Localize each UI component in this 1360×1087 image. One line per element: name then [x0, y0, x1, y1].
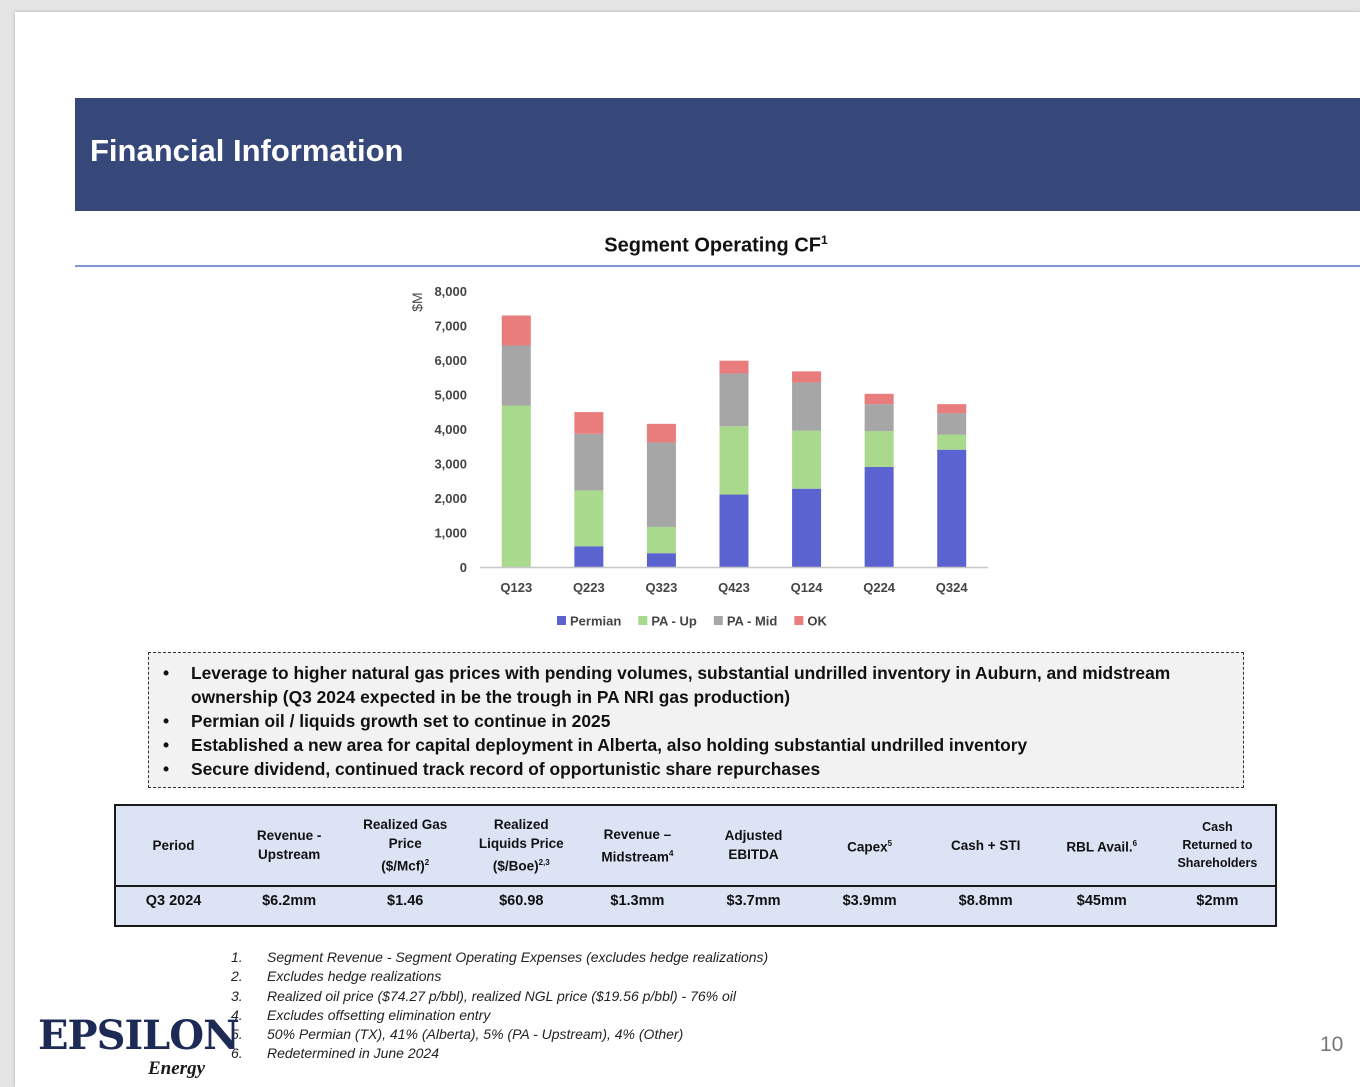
y-tick-label: 4,000: [434, 422, 467, 437]
footnote-item: 3. Realized oil price ($74.27 p/bbl), rea…: [231, 987, 736, 1004]
header-revenue-upstream: Revenue - Upstream: [231, 805, 348, 887]
y-axis-label: $M: [409, 292, 425, 311]
bar-permian: [574, 546, 604, 567]
bar-pa-up: [864, 431, 894, 467]
segment-cf-chart: 0 1,000 2,000 3,000 4,000 5,000 6,000 7,000 8,00…: [409, 284, 988, 629]
title-divider: [75, 265, 1360, 267]
highlight-item: Leverage to higher natural gas prices wi…: [163, 661, 1223, 709]
y-tick-label: 2,000: [434, 491, 467, 506]
header-capex: Capex5: [811, 805, 928, 887]
bar-ok: [646, 423, 676, 443]
bar-pa-up: [574, 490, 604, 547]
header-cash-returned: Cash Returned to Shareholders: [1159, 805, 1276, 887]
bar-pa-mid: [574, 433, 604, 491]
x-tick-label: Q124: [791, 580, 824, 595]
chart-title: Segment Operating CF1: [0, 233, 1360, 258]
bar-pa-up: [501, 405, 531, 567]
bar-ok: [792, 371, 822, 383]
bar-pa-mid: [719, 373, 749, 427]
bar-ok: [574, 412, 604, 434]
legend-swatch: [557, 616, 566, 625]
cell-gas-price: $1.46: [387, 892, 424, 909]
chart-title-text: Segment Operating CF: [604, 234, 821, 257]
bar-pa-mid: [792, 382, 822, 431]
bar-ok: [501, 315, 531, 346]
y-tick-label: 3,000: [434, 457, 467, 472]
y-tick-label: 7,000: [434, 319, 467, 334]
cell-adjusted-ebitda: $3.7mm: [726, 892, 781, 909]
footnotes: 1. Segment Revenue - Segment Operating Ex…: [231, 948, 768, 1064]
legend-label: PA - Up: [651, 614, 697, 629]
x-tick-label: Q423: [718, 580, 750, 595]
bar-ok: [719, 360, 749, 374]
page-number: 10: [1320, 1033, 1344, 1056]
bar-ok: [937, 404, 967, 414]
y-tick-label: 8,000: [434, 284, 467, 299]
footnote-item: 5. 50% Permian (TX), 41% (Alberta), 5% (P…: [231, 1026, 684, 1043]
highlight-item: Established a new area for capital deplo…: [163, 733, 1223, 757]
x-tick-label: Q223: [573, 580, 605, 595]
header-period: Period: [115, 805, 232, 887]
footnote-item: 2. Excludes hedge realizations: [231, 968, 442, 985]
epsilon-energy-logo: EPSILON Energy: [38, 1012, 240, 1082]
legend-swatch: [794, 616, 804, 625]
y-tick-label: 6,000: [434, 353, 467, 368]
bar-permian: [719, 494, 749, 567]
cell-cash-returned: $2mm: [1196, 892, 1239, 909]
bar-pa-mid: [864, 404, 894, 432]
footnote-item: 1. Segment Revenue - Segment Operating Ex…: [231, 949, 769, 965]
header-revenue-midstream: Revenue – Midstream4: [579, 805, 696, 887]
y-tick-label: 0: [460, 560, 467, 575]
chart-title-footnote: 1: [821, 233, 828, 247]
x-tick-label: Q324: [936, 580, 969, 595]
header-realized-gas-price: Realized Gas Price ($/Mcf)2: [347, 805, 464, 887]
cell-rbl-avail: $45mm: [1076, 892, 1127, 909]
footnote-item: 6. Redetermined in June 2024: [231, 1045, 440, 1062]
y-tick-label: 5,000: [434, 388, 467, 403]
cell-cash-sti: $8.8mm: [958, 892, 1013, 909]
legend-label: Permian: [570, 614, 621, 629]
footnote-item: 4. Excludes offsetting elimination entry: [231, 1006, 491, 1023]
highlights-box: Leverage to higher natural gas prices wi…: [148, 652, 1244, 788]
page-title: Financial Information: [90, 133, 404, 168]
legend-label: OK: [807, 614, 827, 629]
header-realized-liquids-price: Realized Liquids Price ($/Boe)2,3: [463, 805, 580, 887]
header-adjusted-ebitda: Adjusted EBITDA: [695, 805, 812, 887]
bar-pa-up: [792, 430, 822, 489]
x-tick-label: Q123: [500, 580, 532, 595]
bar-pa-up: [646, 526, 676, 554]
legend-label: PA - Mid: [727, 614, 778, 629]
legend-swatch: [638, 616, 648, 625]
bar-pa-up: [719, 426, 749, 495]
highlights-list: Leverage to higher natural gas prices wi…: [163, 661, 1223, 781]
bar-permian: [646, 553, 676, 567]
bar-permian: [937, 449, 967, 567]
highlight-item: Permian oil / liquids growth set to cont…: [163, 709, 1223, 733]
y-tick-label: 1,000: [434, 526, 467, 541]
bar-pa-mid: [937, 413, 967, 435]
bar-pa-up: [937, 434, 967, 450]
legend-swatch: [713, 616, 723, 625]
x-tick-label: Q224: [863, 580, 896, 595]
bar-ok: [864, 393, 894, 405]
header-rbl-avail: RBL Avail.6: [1043, 805, 1160, 887]
header-band: [75, 98, 1360, 211]
table-row: Q3 2024 $6.2mm $1.46 $60.98 $1.3mm $3.7m…: [115, 886, 1276, 926]
cell-capex: $3.9mm: [842, 892, 897, 909]
metrics-table: Period Revenue - Upstream Realized Gas Pri…: [114, 804, 1277, 927]
logo-wordmark: EPSILON: [38, 1012, 240, 1059]
bar-permian: [792, 488, 822, 567]
logo-subtitle: Energy: [148, 1058, 205, 1079]
cell-period: Q3 2024: [145, 892, 202, 909]
cell-liquids-price: $60.98: [499, 892, 544, 909]
table-header-row: Period Revenue - Upstream Realized Gas Pri…: [115, 805, 1276, 887]
bar-pa-mid: [501, 345, 531, 406]
header-cash-sti: Cash + STI: [927, 805, 1044, 887]
bar-pa-mid: [646, 442, 676, 527]
cell-revenue-upstream: $6.2mm: [262, 892, 317, 909]
bar-permian: [864, 466, 894, 567]
cell-revenue-midstream: $1.3mm: [610, 892, 665, 909]
highlight-item: Secure dividend, continued track record …: [163, 757, 1223, 781]
x-tick-label: Q323: [646, 580, 678, 595]
